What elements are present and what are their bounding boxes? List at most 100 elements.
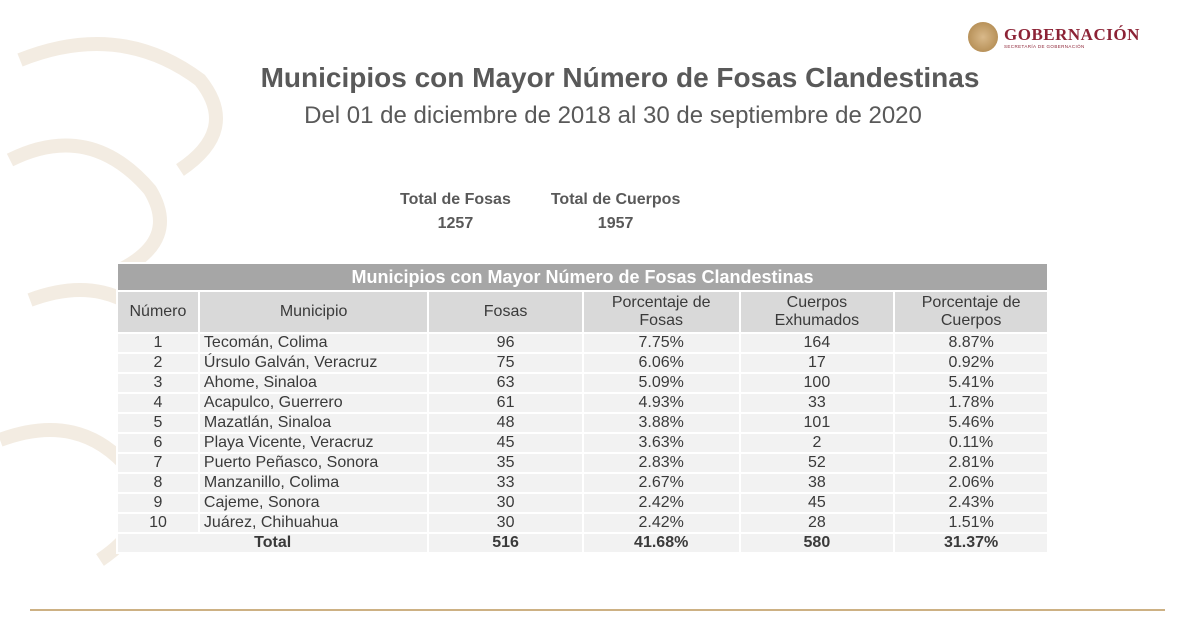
cell: 45 [738, 492, 896, 514]
cell: 10 [116, 512, 200, 534]
cell: Juárez, Chihuahua [197, 512, 430, 534]
cell: 2.67% [581, 472, 741, 494]
header-row: Número Municipio Fosas Porcentaje de Fosas C… [116, 290, 1049, 334]
cell: 35 [427, 452, 584, 474]
table-row: 7 Puerto Peñasco, Sonora 35 2.83% 52 2.81% [116, 452, 1049, 474]
cell: 8 [116, 472, 200, 494]
logo-seal [968, 22, 998, 52]
cell: 52 [738, 452, 896, 474]
table-row: 5 Mazatlán, Sinaloa 48 3.88% 101 5.46% [116, 412, 1049, 434]
cell: 7.75% [581, 332, 741, 354]
cell: 6.06% [581, 352, 741, 374]
logo-subtext: SECRETARÍA DE GOBERNACIÓN [1004, 43, 1085, 49]
cell: 38 [738, 472, 896, 494]
cell: 1.78% [893, 392, 1049, 414]
cell: 4.93% [581, 392, 741, 414]
column-header: Porcentaje de Cuerpos [893, 290, 1049, 334]
cell: 3.88% [581, 412, 741, 434]
cell: 17 [738, 352, 896, 374]
table-row: 4 Acapulco, Guerrero 61 4.93% 33 1.78% [116, 392, 1049, 414]
cell: 5.09% [581, 372, 741, 394]
cell: 33 [738, 392, 896, 414]
cell: 8.87% [893, 332, 1049, 354]
cell: 101 [738, 412, 896, 434]
summary-value: 1957 [597, 215, 634, 232]
table: Municipios con Mayor Número de Fosas Cla… [115, 262, 1049, 554]
cell: 5.41% [893, 372, 1049, 394]
cell: 7 [116, 452, 200, 474]
title: Municipios con Mayor Número de Fosas Cla… [260, 62, 980, 93]
cell: Úrsulo Galván, Veracruz [197, 352, 430, 374]
total-cell: 41.68% [581, 532, 741, 554]
cell: 3 [116, 372, 200, 394]
cell: 63 [427, 372, 584, 394]
cell: 1 [116, 332, 200, 354]
column-header: Cuerpos Exhumados [738, 290, 896, 334]
column-header: Número [116, 290, 200, 334]
cell: 2.81% [893, 452, 1049, 474]
cell: 0.11% [893, 432, 1049, 454]
cell: 2.43% [893, 492, 1049, 514]
cell: 5.46% [893, 412, 1049, 434]
logo-text: GOBERNACIÓN [1004, 24, 1140, 44]
summary-item: Total de Fosas 1257 [400, 188, 511, 236]
cell: 3.63% [581, 432, 741, 454]
cell: 2.42% [581, 492, 741, 514]
cell: Tecomán, Colima [197, 332, 430, 354]
column-header: Porcentaje de Fosas [581, 290, 741, 334]
footer-rule [30, 609, 1165, 611]
summary-value: 1257 [437, 215, 474, 232]
cell: 5 [116, 412, 200, 434]
caption-row: Municipios con Mayor Número de Fosas Cla… [116, 262, 1049, 292]
cell: 75 [427, 352, 584, 374]
cell: 48 [427, 412, 584, 434]
table-row: 3 Ahome, Sinaloa 63 5.09% 100 5.41% [116, 372, 1049, 394]
cell: Puerto Peñasco, Sonora [197, 452, 430, 474]
summary-item: Total de Cuerpos 1957 [551, 188, 681, 236]
table-row: 8 Manzanillo, Colima 33 2.67% 38 2.06% [116, 472, 1049, 494]
cell: 45 [427, 432, 584, 454]
cell: Playa Vicente, Veracruz [197, 432, 430, 454]
subtitle: Del 01 de diciembre de 2018 al 30 de sep… [304, 102, 922, 129]
cell: Cajeme, Sonora [197, 492, 430, 514]
total-row: Total 516 41.68% 580 31.37% [115, 532, 1049, 554]
total-cell: 516 [427, 532, 584, 554]
cell: 2.83% [581, 452, 741, 474]
cell: Ahome, Sinaloa [197, 372, 430, 394]
cell: 6 [116, 432, 200, 454]
total-cell: 31.37% [893, 532, 1049, 554]
cell: 61 [427, 392, 584, 414]
cell: 28 [738, 512, 896, 534]
summary-label: Total de Cuerpos [550, 191, 681, 208]
summary-label: Total de Fosas [400, 191, 511, 208]
logo: GOBERNACIÓN SECRETARÍA DE GOBERNACIÓN [968, 22, 1140, 52]
cell: 33 [427, 472, 584, 494]
cell: 96 [427, 332, 584, 354]
cell: 0.92% [893, 352, 1049, 374]
cell: 164 [738, 332, 896, 354]
cell: 30 [427, 492, 584, 514]
cell: 100 [738, 372, 896, 394]
table-row: 6 Playa Vicente, Veracruz 45 3.63% 2 0.11% [116, 432, 1049, 454]
total-cell: 580 [738, 532, 896, 554]
cell: 2.06% [893, 472, 1049, 494]
cell: Acapulco, Guerrero [197, 392, 430, 414]
total-cell: Total [115, 532, 430, 554]
cell: 2 [116, 352, 200, 374]
table-row: 1 Tecomán, Colima 96 7.75% 164 8.87% [116, 332, 1049, 354]
cell: Manzanillo, Colima [197, 472, 430, 494]
cell: 30 [427, 512, 584, 534]
summary: Total de Fosas 1257 Total de Cuerpos 1957 [400, 188, 680, 236]
column-header: Fosas [427, 290, 584, 334]
table-row: 10 Juárez, Chihuahua 30 2.42% 28 1.51% [116, 512, 1049, 534]
table-row: 9 Cajeme, Sonora 30 2.42% 45 2.43% [116, 492, 1049, 514]
cell: 1.51% [893, 512, 1049, 534]
cell: 9 [116, 492, 200, 514]
table-row: 2 Úrsulo Galván, Veracruz 75 6.06% 17 0.92% [116, 352, 1049, 374]
cell: 4 [116, 392, 200, 414]
cell: Mazatlán, Sinaloa [197, 412, 430, 434]
cell: 2.42% [581, 512, 741, 534]
column-header: Municipio [197, 290, 430, 334]
cell: 2 [738, 432, 896, 454]
